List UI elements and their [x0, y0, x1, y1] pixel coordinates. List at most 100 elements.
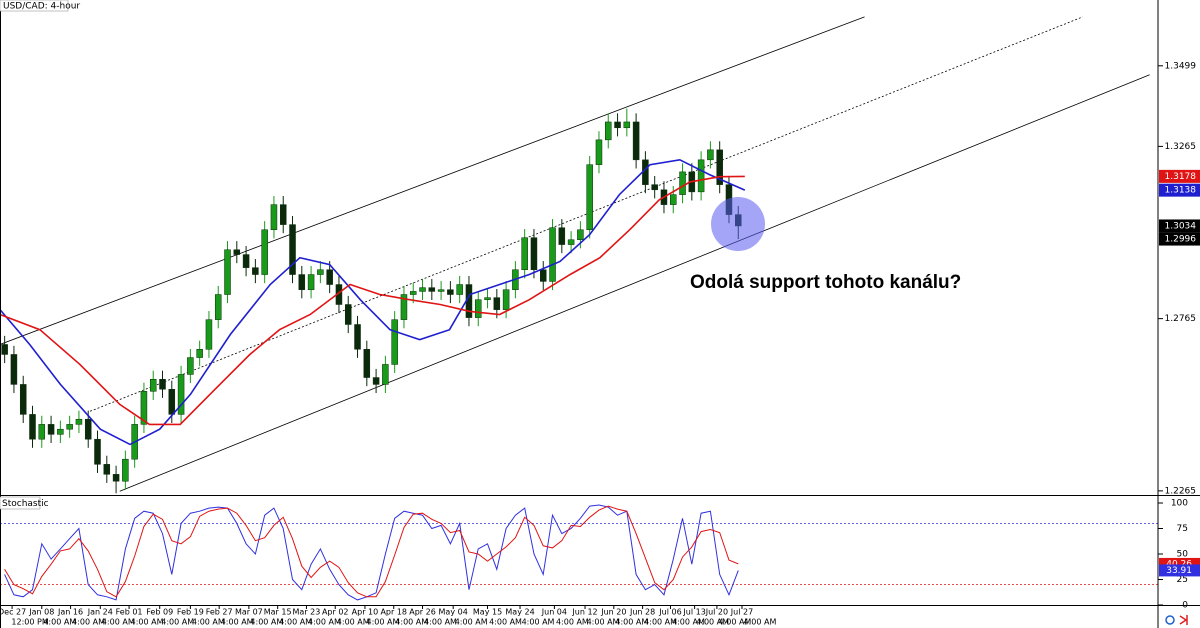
x-tick-label: Jun 28 [629, 608, 655, 617]
stochastic-line [4, 505, 739, 598]
time-label: 4:00 AM [221, 618, 254, 627]
candle-body [19, 384, 27, 415]
candle-body [419, 287, 426, 292]
chart-title: USD/CAD: 4-hour [3, 2, 80, 12]
x-tick-label: May 04 [439, 608, 468, 617]
x-tick-label: Feb 27 [206, 608, 233, 617]
title-box [0, 0, 69, 12]
time-label: 4:00 AM [395, 618, 428, 627]
candle-body [549, 227, 556, 282]
price-tag-label: 1.3178 [1165, 172, 1197, 182]
candle-body [567, 239, 575, 245]
candle-body [159, 379, 166, 390]
candle-body [400, 294, 408, 320]
icon-goto[interactable] [1179, 615, 1188, 625]
candle-body [149, 379, 157, 392]
time-label: 4:00 AM [43, 618, 76, 627]
channel-line [0, 16, 865, 345]
x-tick-label: Jul 13 [682, 608, 705, 617]
y-tick-label: 25 [1177, 575, 1188, 585]
candle-body [437, 289, 445, 292]
candle-body [94, 438, 101, 465]
x-tick-label: Jul 06 [658, 608, 681, 617]
candle-body [75, 418, 83, 425]
candle-body [474, 299, 482, 318]
price-tag [1159, 564, 1200, 577]
time-label: 4:00 AM [102, 618, 135, 627]
x-tick-label: Jan 24 [87, 608, 113, 617]
x-tick-label: Jul 27 [730, 608, 753, 617]
candle-body [558, 227, 566, 245]
price-tag [1159, 232, 1200, 246]
time-label: 4:00 AM [522, 618, 555, 627]
candle-body [252, 267, 259, 275]
candle-body [261, 229, 268, 275]
candle-body [57, 428, 64, 435]
x-tick-label: May 24 [505, 608, 534, 617]
stochastic-panel [0, 504, 1158, 601]
time-label: 4:00 AM [587, 618, 620, 627]
x-tick-label: Jun 04 [541, 608, 567, 617]
time-label: 4:00 AM [556, 618, 589, 627]
candle-body [493, 297, 501, 310]
time-label: 12:00 PM [11, 618, 48, 627]
channel-line [119, 74, 1150, 492]
x-tick-label: Dec 27 [0, 608, 26, 617]
candle-body [623, 121, 631, 129]
time-label: 4:00 AM [424, 618, 457, 627]
time-label: 4:00 AM [192, 618, 225, 627]
candle-body [707, 149, 714, 161]
candle-body [298, 274, 306, 290]
time-label: 4:00 AM [615, 618, 648, 627]
moving-average [0, 175, 745, 426]
candle-body [289, 224, 296, 275]
candle-body [38, 424, 46, 440]
toolbar-icons[interactable] [1165, 615, 1188, 625]
x-tick-label: Apr 10 [352, 608, 379, 617]
x-tick-label: Apr 18 [380, 608, 407, 617]
candle-body [307, 274, 315, 290]
candle-body [47, 424, 55, 435]
candle-body [586, 164, 593, 231]
candle-body [279, 204, 287, 225]
candle-body [233, 249, 241, 255]
x-tick-label: Jan 08 [28, 608, 54, 617]
x-tick-label: Jan 16 [57, 608, 83, 617]
price-tag [1159, 183, 1200, 197]
candle-body [270, 204, 278, 231]
y-tick-label: 50 [1177, 550, 1189, 560]
candle-body [577, 229, 584, 240]
time-label: 4:00 AM [718, 618, 751, 627]
x-tick-label: Jun 20 [600, 608, 626, 617]
x-tick-label: Jun 12 [571, 608, 597, 617]
time-label: 4:00 AM [72, 618, 105, 627]
candle-body [66, 424, 73, 430]
x-tick-label: May 15 [473, 608, 502, 617]
candle-body [605, 121, 612, 141]
x-tick-label: Jul 20 [705, 608, 728, 617]
candle-body [317, 269, 324, 275]
candle-body [103, 464, 111, 475]
candle-body [382, 364, 389, 385]
time-label: 4:00 AM [367, 618, 400, 627]
candle-body [595, 139, 603, 165]
icon-link[interactable] [1165, 615, 1175, 625]
y-tick-label: 1.2265 [1165, 486, 1197, 496]
time-label: 4:00 AM [337, 618, 370, 627]
annotation: Odolá support tohoto kanálu? [690, 272, 961, 293]
candle-body [168, 388, 176, 415]
y-tick-label: 1.2765 [1165, 314, 1197, 324]
time-label: 4:00 AM [744, 618, 777, 627]
x-tick-label: Feb 09 [146, 608, 173, 617]
candle-body [187, 357, 194, 375]
x-tick-label: Mar 15 [264, 608, 292, 617]
candle-body [456, 284, 463, 295]
price-tag-label: 33.91 [1166, 566, 1192, 576]
price-tag-label: 1.3034 [1165, 221, 1197, 231]
time-label: 4:00 AM [672, 618, 705, 627]
y-tick-label: 0 [1182, 601, 1188, 611]
candle-body [651, 184, 658, 191]
candle-body [632, 121, 640, 161]
